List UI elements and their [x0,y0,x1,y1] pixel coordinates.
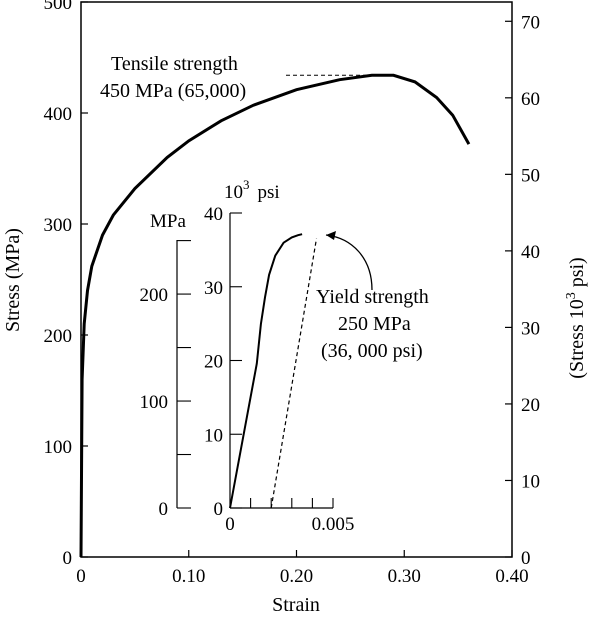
y-axis-label-right: (Stress 103 psi) [564,257,588,378]
x-tick-label: 0.40 [495,566,528,587]
y2-tick-label: 10 [521,471,540,492]
inset-tick-labels: 0 0.005 0 100 200 0 10 20 30 40 [140,204,355,535]
inset-mpa-tick-label: 0 [159,499,169,520]
inset-psi-label-base: 10 [224,182,243,203]
inset-x-tick-label: 0.005 [312,514,355,535]
x-tick-label: 0.10 [172,566,205,587]
inset-mpa-label: MPa [150,211,186,232]
y-axis-label-right-sup: 3 [564,292,579,299]
yield-strength-label-line1: Yield strength [316,286,429,308]
inset-elastic-curve [229,233,303,509]
y-tick-label: 100 [44,437,73,458]
y-axis-label-left: Stress (MPa) [2,228,24,332]
main-tick-labels: 0 0.10 0.20 0.30 0.4001002003004005000102030… [44,0,541,587]
y2-tick-label: 60 [521,89,540,110]
x-tick-label: 0.30 [388,566,421,587]
x-tick-label: 0.20 [280,566,313,587]
y-axis-label-right-prefix: (Stress 10 [566,299,588,378]
inset-psi-tick-label: 20 [204,352,223,373]
y-tick-label: 0 [63,548,73,569]
tensile-strength-label-line2: 450 MPa (65,000) [100,80,246,102]
y2-tick-label: 40 [521,242,540,263]
yield-strength-label-line2: 250 MPa [338,313,411,335]
inset-psi-tick-label: 10 [204,425,223,446]
inset-offset-line [270,238,318,509]
yield-strength-label-line3: (36, 000 psi) [321,340,423,362]
y2-tick-label: 30 [521,318,540,339]
main-axis-ticks [80,1,513,558]
inset-psi-label-sup: 3 [243,177,250,192]
y2-tick-label: 50 [521,165,540,186]
y-tick-label: 500 [44,0,73,14]
tensile-strength-label-line1: Tensile strength [111,53,238,75]
inset-psi-tick-label: 40 [204,204,223,225]
inset-psi-tick-label: 30 [204,278,223,299]
x-axis-label: Strain [272,594,320,616]
y-tick-label: 400 [44,104,73,125]
y-axis-label-right-suffix: psi) [566,257,588,292]
stress-strain-curve [79,73,471,558]
inset-psi-label: 103 psi [224,177,280,203]
y2-tick-label: 0 [521,548,531,569]
y2-tick-label: 70 [521,12,540,33]
inset-mpa-tick-label: 100 [140,392,169,413]
x-tick-label: 0 [76,566,86,587]
inset-mpa-tick-label: 200 [140,285,169,306]
y2-tick-label: 20 [521,395,540,416]
inset-x-tick-label: 0 [225,514,235,535]
yield-strength-arrowhead [326,231,336,240]
inset-axis-ticks [177,212,334,509]
inset-psi-label-suffix: psi [258,182,280,203]
inset-psi-tick-label: 0 [214,499,224,520]
y-tick-label: 300 [44,215,73,236]
yield-strength-leader-arrow [325,234,373,291]
y-tick-label: 200 [44,326,73,347]
